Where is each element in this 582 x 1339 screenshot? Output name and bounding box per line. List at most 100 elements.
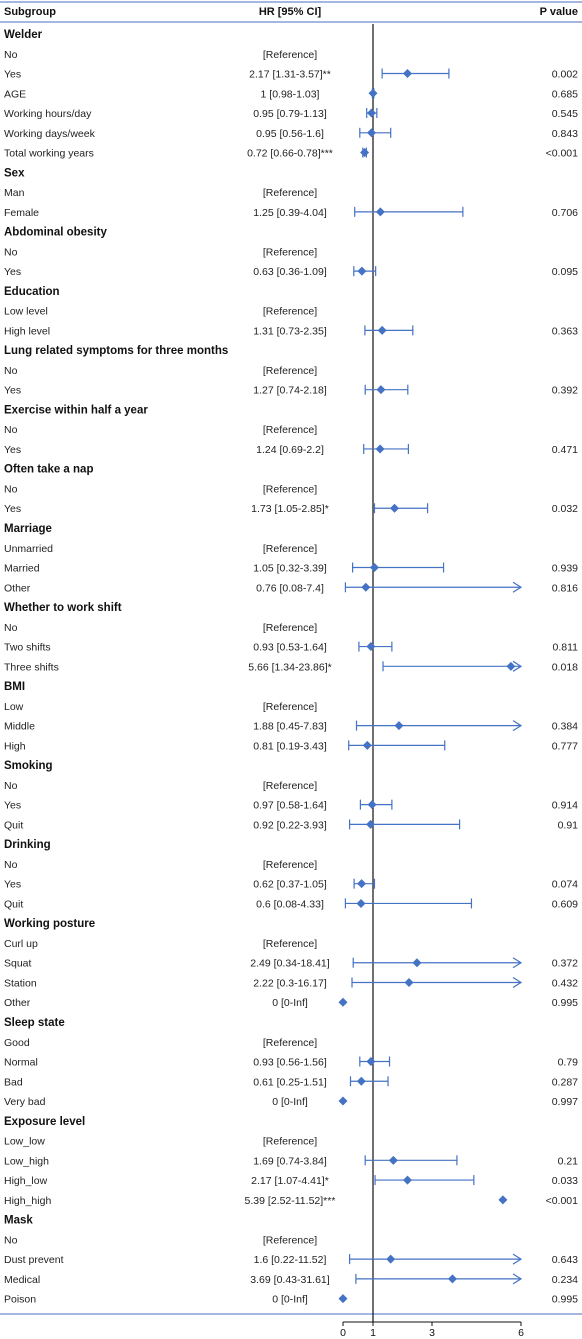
hr-point xyxy=(357,879,367,889)
hr-ci-text: 2.17 [1.07-4.41]* xyxy=(251,1175,329,1187)
row-label: Squat xyxy=(4,958,32,970)
hr-point xyxy=(394,721,404,731)
row-label: Man xyxy=(4,187,25,199)
p-value-text: 0.363 xyxy=(552,325,578,337)
hr-ci-text: 5.39 [2.52-11.52]*** xyxy=(245,1195,336,1207)
ci-arrow xyxy=(512,976,523,988)
hr-ci-text: [Reference] xyxy=(263,622,317,634)
p-value-text: 0.816 xyxy=(552,582,578,594)
row-label: Working hours/day xyxy=(4,108,92,120)
group-label: Marriage xyxy=(4,523,52,535)
hr-point xyxy=(412,958,422,968)
hr-point xyxy=(366,1057,376,1067)
p-value-text: 0.432 xyxy=(552,977,578,989)
row-label: Other xyxy=(4,997,31,1009)
p-value-text: 0.002 xyxy=(552,69,578,81)
p-value-text: 0.545 xyxy=(552,108,578,120)
hr-ci-text: [Reference] xyxy=(263,424,317,436)
p-value-text: 0.033 xyxy=(552,1175,578,1187)
row-label: Yes xyxy=(4,266,21,278)
hr-ci-text: 0 [0-Inf] xyxy=(272,997,308,1009)
row-label: Poison xyxy=(4,1294,36,1306)
hr-ci-text: 2.17 [1.31-3.57]** xyxy=(249,69,331,81)
row-label: High xyxy=(4,740,26,752)
row-label: High_low xyxy=(4,1175,48,1187)
row-label: No xyxy=(4,483,18,495)
row-label: No xyxy=(4,780,18,792)
p-value-text: 0.609 xyxy=(552,898,578,910)
p-value-text: 0.095 xyxy=(552,266,578,278)
row-label: Other xyxy=(4,582,31,594)
group-label: Exercise within half a year xyxy=(4,404,148,416)
ci-arrow xyxy=(512,720,523,732)
group-label: Education xyxy=(4,286,60,298)
row-label: Dust prevent xyxy=(4,1254,64,1266)
hr-ci-text: 0.76 [0.08-7.4] xyxy=(256,582,324,594)
p-value-text: <0.001 xyxy=(546,1195,579,1207)
hr-point xyxy=(388,1155,398,1165)
x-tick-label: 3 xyxy=(429,1327,435,1339)
group-label: Sleep state xyxy=(4,1017,65,1029)
p-value-text: 0.995 xyxy=(552,1294,578,1306)
hr-ci-text: 3.69 [0.43-31.61] xyxy=(250,1274,329,1286)
group-label: Whether to work shift xyxy=(4,602,122,614)
hr-ci-text: 0.95 [0.79-1.13] xyxy=(253,108,327,120)
hr-point xyxy=(367,108,376,118)
forest-marks xyxy=(338,24,523,1322)
hr-ci-text: 1.05 [0.32-3.39] xyxy=(253,563,327,575)
row-label: High_high xyxy=(4,1195,51,1207)
group-label: Abdominal obesity xyxy=(4,227,107,239)
pvalue-header: P value xyxy=(540,6,578,18)
hr-ci-text: 0.61 [0.25-1.51] xyxy=(253,1076,327,1088)
hr-ci-text: [Reference] xyxy=(263,543,317,555)
hr-point xyxy=(390,503,400,513)
row-label: Three shifts xyxy=(4,661,59,673)
hr-point xyxy=(356,1076,366,1086)
hr-ci-text: [Reference] xyxy=(263,365,317,377)
hr-ci-text: 1.24 [0.69-2.2] xyxy=(256,444,324,456)
p-value-text: 0.997 xyxy=(552,1096,578,1108)
hr-point xyxy=(368,88,378,98)
row-label: High level xyxy=(4,325,50,337)
row-label: No xyxy=(4,49,18,61)
hr-point xyxy=(360,148,370,158)
p-value-text: 0.995 xyxy=(552,997,578,1009)
x-tick-label: 1 xyxy=(370,1327,376,1339)
forest-rows: Welder No [Reference] Yes 2.17 [1.31-3.57]**… xyxy=(4,29,578,1306)
hr-ci-text: 1.73 [1.05-2.85]* xyxy=(251,503,329,515)
hr-ci-text: [Reference] xyxy=(263,701,317,713)
x-axis: 0 1 3 6 xyxy=(340,1321,524,1339)
hr-ci-text: 0.62 [0.37-1.05] xyxy=(253,879,327,891)
row-label: Quit xyxy=(4,819,23,831)
hr-ci-text: 1.6 [0.22-11.52] xyxy=(254,1254,327,1266)
hr-ci-text: 1.27 [0.74-2.18] xyxy=(253,385,327,397)
row-label: Yes xyxy=(4,444,21,456)
p-value-text: 0.392 xyxy=(552,385,578,397)
p-value-text: 0.372 xyxy=(552,958,578,970)
hr-point xyxy=(367,800,377,810)
ci-arrow xyxy=(512,1273,523,1285)
hr-ci-text: [Reference] xyxy=(263,780,317,792)
hr-ci-text: [Reference] xyxy=(263,246,317,258)
hr-point xyxy=(447,1274,457,1284)
hr-point xyxy=(338,1294,348,1304)
p-value-text: 0.074 xyxy=(552,879,578,891)
row-label: Medical xyxy=(4,1274,40,1286)
ci-arrow xyxy=(512,660,523,672)
p-value-text: 0.287 xyxy=(552,1076,578,1088)
p-value-text: 0.79 xyxy=(558,1057,579,1069)
hr-point xyxy=(375,207,385,217)
hr-point xyxy=(338,1096,348,1106)
subgroup-header: Subgroup xyxy=(4,6,56,18)
p-value-text: 0.811 xyxy=(553,642,579,654)
p-value-text: 0.939 xyxy=(552,563,578,575)
row-label: Yes xyxy=(4,800,21,812)
hr-point xyxy=(403,1175,413,1185)
hr-ci-text: [Reference] xyxy=(263,306,317,318)
hr-ci-text: 0.81 [0.19-3.43] xyxy=(253,740,327,752)
hr-point xyxy=(403,69,413,79)
hr-ci-text: [Reference] xyxy=(263,1136,317,1148)
row-label: No xyxy=(4,246,18,258)
row-label: Very bad xyxy=(4,1096,46,1108)
